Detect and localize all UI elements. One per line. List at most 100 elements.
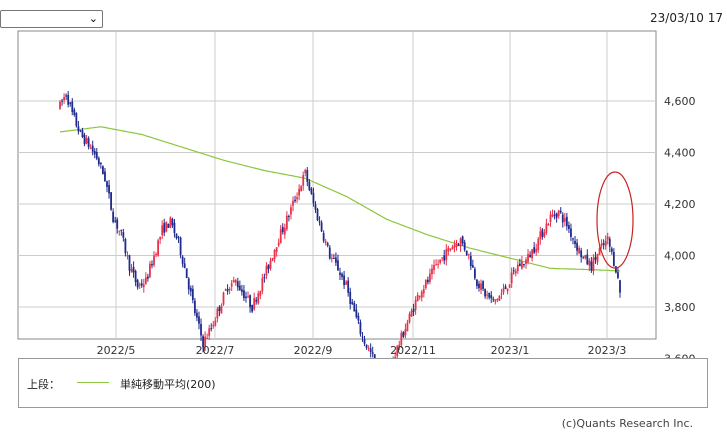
highlight-ellipse [596, 171, 634, 269]
candle-up [283, 227, 286, 235]
candle-down [163, 223, 166, 233]
y-tick-label: 3,600 [664, 353, 696, 361]
candle-up [516, 264, 519, 272]
candle-up [447, 247, 450, 252]
candle-up [592, 257, 595, 272]
candle-up [271, 258, 274, 261]
candle-up [230, 283, 233, 287]
candle-up [420, 291, 423, 298]
candle-up [265, 266, 268, 276]
candle-up [290, 207, 292, 215]
candle-up [300, 186, 303, 192]
candle-down [359, 322, 362, 335]
candle-down [128, 255, 131, 271]
candle-up [408, 314, 411, 323]
candle-down [523, 264, 525, 266]
candle-up [214, 320, 217, 326]
candle-up [545, 223, 548, 233]
candle-up [398, 344, 401, 348]
candle-down [365, 344, 368, 348]
candle-down [263, 277, 266, 279]
candle-up [563, 218, 566, 222]
candle-up [234, 280, 237, 283]
candle-up [551, 214, 554, 217]
candle-down [93, 150, 96, 155]
candle-up [437, 263, 440, 265]
candle-down [555, 213, 558, 218]
x-tick-label: 2022/5 [97, 344, 136, 357]
candle-down [267, 264, 270, 270]
candle-up [63, 97, 65, 101]
candle-down [619, 280, 621, 293]
candle-up [59, 101, 61, 109]
candle-down [322, 233, 325, 241]
candle-up [212, 324, 215, 327]
x-tick-label: 2023/3 [588, 344, 627, 357]
candle-down [75, 113, 78, 126]
candle-down [529, 254, 531, 258]
candle-up [404, 329, 407, 336]
x-tick-label: 2022/7 [196, 344, 235, 357]
legend-box: 上段： 単純移動平均(200) [18, 358, 708, 408]
candle-down [326, 243, 329, 246]
candle-up [578, 247, 581, 254]
candle-down [402, 332, 405, 337]
price-chart: 3,600 3,800 4,000 4,200 4,400 4,600 2022/5 202… [17, 30, 696, 361]
candle-down [146, 276, 149, 279]
candle-down [335, 257, 337, 263]
candle-down [482, 281, 484, 289]
candle-up [549, 214, 552, 222]
candle-down [171, 218, 174, 226]
candle-down [245, 296, 247, 299]
candle-up [292, 200, 294, 206]
candle-up [520, 261, 523, 269]
candle-up [324, 241, 327, 243]
candle-up [279, 229, 282, 244]
candle-down [175, 233, 178, 239]
candle-up [449, 248, 452, 250]
credit-text: (c)Quants Research Inc. [561, 417, 693, 430]
candle-up [406, 322, 409, 332]
candle-down [73, 109, 76, 115]
candle-down [484, 289, 487, 297]
candle-down [461, 236, 464, 244]
candle-up [89, 147, 92, 149]
candle-up [467, 253, 470, 255]
candle-down [294, 199, 296, 202]
candle-down [369, 348, 372, 353]
candle-up [169, 217, 172, 228]
candle-down [200, 323, 202, 336]
candle-down [615, 266, 617, 273]
candle-down [238, 285, 241, 291]
candle-down [177, 236, 180, 238]
candle-down [189, 287, 192, 292]
candle-up [606, 236, 609, 240]
candle-down [79, 130, 82, 132]
candle-down [602, 243, 605, 245]
candle-down [373, 354, 376, 360]
period-select[interactable]: ⌄ [0, 10, 103, 28]
candle-up [138, 284, 141, 286]
candle-down [61, 100, 63, 102]
candle-up [157, 240, 160, 256]
candle-up [525, 259, 527, 264]
candle-down [355, 309, 358, 318]
candle-up [588, 260, 591, 266]
candle-down [120, 229, 123, 231]
candle-down [353, 303, 356, 312]
candle-down [314, 204, 317, 210]
candle-up [537, 238, 540, 250]
y-tick-label: 4,200 [664, 198, 696, 211]
candle-down [318, 221, 321, 223]
candle-up [441, 257, 444, 259]
candle-down [504, 286, 507, 289]
candle-up [410, 310, 413, 317]
candle-down [349, 291, 352, 304]
candle-up [453, 244, 456, 248]
candle-up [500, 293, 503, 295]
timestamp: 23/03/10 17 [650, 11, 723, 25]
y-tick-label: 4,400 [664, 147, 696, 160]
candle-up [535, 248, 538, 253]
candle-up [486, 294, 489, 296]
candle-down [116, 219, 119, 229]
